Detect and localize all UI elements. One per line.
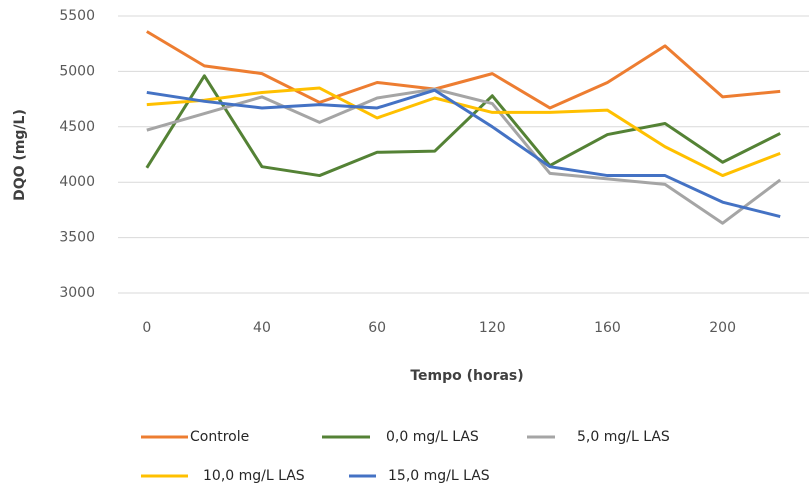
y-tick-label: 4500 [59,119,95,135]
legend-label: 5,0 mg/L LAS [577,429,670,445]
x-tick-label: 200 [709,320,736,336]
y-tick-label: 4000 [59,174,95,190]
x-tick-label: 120 [479,320,506,336]
legend-label: 10,0 mg/L LAS [203,468,305,484]
y-axis-title: DQO (mg/L) [12,109,28,201]
legend-label: 15,0 mg/L LAS [388,468,490,484]
series-line [146,88,781,219]
series-line [146,87,782,225]
series-line [146,30,781,110]
x-tick-label: 160 [594,320,621,336]
x-tick-label: 40 [253,320,271,336]
y-tick-label: 3500 [59,230,95,246]
legend-label: Controle [190,429,249,445]
y-tick-label: 3000 [59,285,95,301]
series-line [145,74,781,178]
x-axis-title: Tempo (horas) [410,368,523,384]
x-tick-label: 60 [368,320,386,336]
legend-label: 0,0 mg/L LAS [386,429,479,445]
series-line [146,86,781,178]
y-tick-label: 5000 [59,63,95,79]
x-tick-label: 0 [142,320,151,336]
y-tick-label: 5500 [59,8,95,24]
